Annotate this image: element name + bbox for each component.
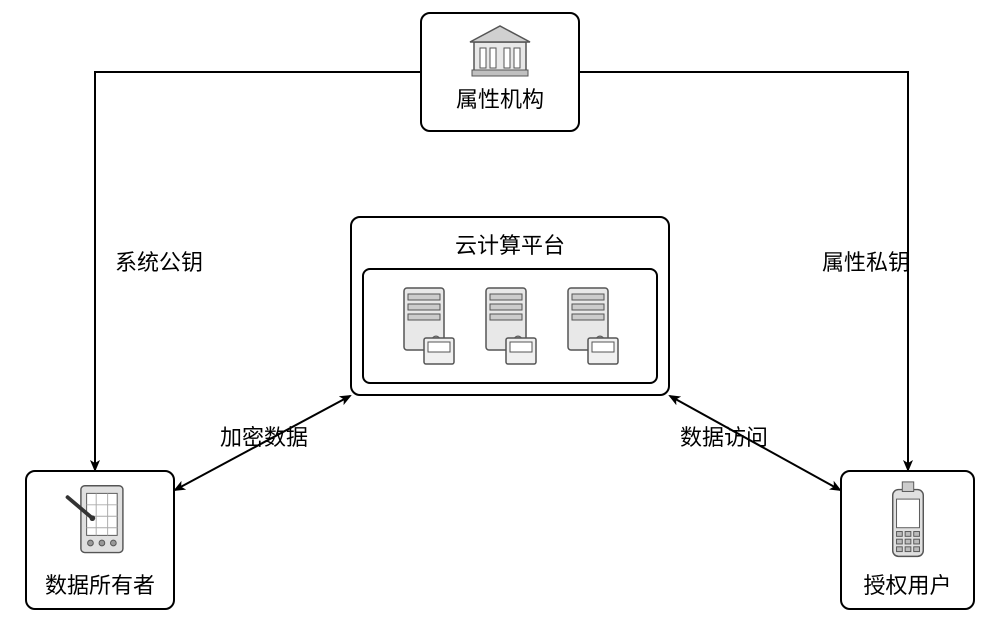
user-node: 授权用户 [840, 470, 975, 610]
server-icon [560, 282, 624, 370]
encrypt-label: 加密数据 [220, 420, 308, 452]
authority-label: 属性机构 [456, 82, 544, 114]
server-icon [396, 282, 460, 370]
pda-icon [64, 480, 136, 564]
authority-node: 属性机构 [420, 12, 580, 132]
owner-node: 数据所有者 [25, 470, 175, 610]
server-icon [478, 282, 542, 370]
pubkey-label: 系统公钥 [115, 245, 203, 277]
cloud-title: 云计算平台 [362, 228, 658, 260]
privkey-label: 属性私钥 [822, 245, 910, 277]
building-icon [468, 22, 532, 78]
cloud-inner [362, 268, 658, 384]
owner-label: 数据所有者 [45, 568, 155, 600]
access-label: 数据访问 [680, 420, 768, 452]
phone-icon [880, 480, 936, 564]
user-label: 授权用户 [863, 568, 951, 600]
cloud-node: 云计算平台 [350, 216, 670, 396]
